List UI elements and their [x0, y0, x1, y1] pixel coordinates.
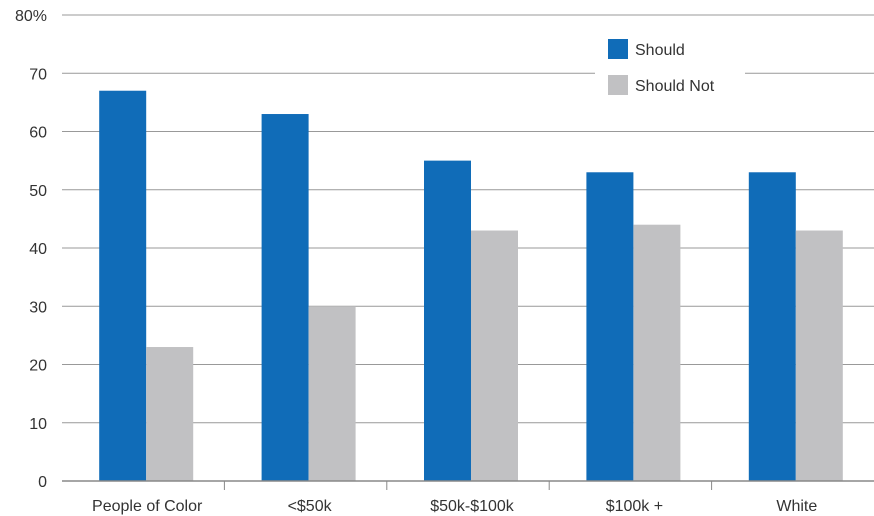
- y-tick-label: 30: [29, 299, 47, 316]
- bar: [424, 160, 471, 481]
- legend-label: Should Not: [635, 78, 715, 95]
- bar: [146, 347, 194, 481]
- y-tick-label: 60: [29, 125, 47, 142]
- x-axis: People of Color <$50k $50k-$100k $100k + Whi…: [62, 480, 874, 515]
- y-tick-label: 0: [38, 474, 47, 491]
- legend-swatch: [608, 75, 628, 95]
- y-tick-label: 20: [29, 358, 47, 375]
- bar: [795, 230, 843, 481]
- x-tick-label: <$50k: [288, 498, 333, 515]
- bar: [99, 90, 147, 481]
- y-tick-label: 80%: [15, 8, 47, 25]
- y-tick-label: 50: [29, 183, 47, 200]
- x-tick-label: White: [776, 498, 817, 515]
- bar: [261, 114, 309, 482]
- bars: [99, 90, 843, 482]
- y-axis-ticks: 0 10 20 30 40 50 60 70 80%: [15, 8, 47, 491]
- x-tick-label: People of Color: [92, 498, 203, 515]
- bar: [633, 224, 681, 481]
- x-tick-label: $100k +: [606, 498, 663, 515]
- bar: [586, 172, 634, 481]
- legend-label: Should: [635, 42, 685, 59]
- y-tick-label: 10: [29, 416, 47, 433]
- y-tick-label: 40: [29, 241, 47, 258]
- x-tick-label: $50k-$100k: [430, 498, 515, 515]
- legend-swatch: [608, 39, 628, 59]
- y-tick-label: 70: [29, 66, 47, 83]
- bar: [471, 230, 518, 481]
- bar: [308, 306, 356, 481]
- bar: [748, 172, 796, 481]
- legend: Should Should Not: [595, 26, 745, 106]
